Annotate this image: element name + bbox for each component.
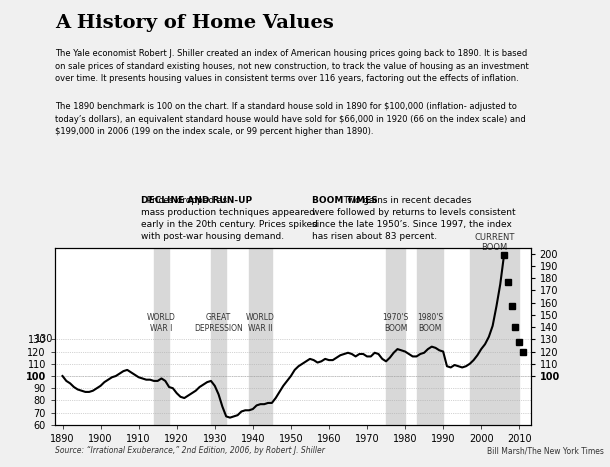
Bar [417, 248, 443, 425]
Bar [386, 248, 405, 425]
Bar [249, 248, 272, 425]
Text: Two gains in recent decades
were followed by returns to levels consistent
since : Two gains in recent decades were followe… [312, 196, 515, 241]
Text: DECLINE AND RUN-UP: DECLINE AND RUN-UP [140, 196, 252, 205]
Text: Prices dropped as
mass production techniques appeared
early in the 20th century.: Prices dropped as mass production techni… [141, 196, 318, 241]
Text: CURRENT
BOOM: CURRENT BOOM [475, 233, 515, 252]
Bar [211, 248, 226, 425]
Text: 1970'S
BOOM: 1970'S BOOM [382, 313, 409, 333]
Text: Source: “Irrational Exuberance,” 2nd Edition, 2006, by Robert J. Shiller: Source: “Irrational Exuberance,” 2nd Edi… [55, 446, 325, 455]
Text: GREAT
DEPRESSION: GREAT DEPRESSION [194, 313, 243, 333]
Text: BOOM TIMES: BOOM TIMES [312, 196, 378, 205]
Text: A History of Home Values: A History of Home Values [55, 14, 334, 32]
Text: WORLD
WAR II: WORLD WAR II [246, 313, 275, 333]
Text: Bill Marsh/The New York Times: Bill Marsh/The New York Times [487, 446, 604, 455]
Bar [470, 248, 519, 425]
Text: The Yale economist Robert J. Shiller created an index of American housing prices: The Yale economist Robert J. Shiller cre… [55, 50, 529, 83]
Text: 130: 130 [35, 334, 53, 344]
Text: WORLD
WAR I: WORLD WAR I [147, 313, 176, 333]
Bar [154, 248, 169, 425]
Text: The 1890 benchmark is 100 on the chart. If a standard house sold in 1890 for $10: The 1890 benchmark is 100 on the chart. … [55, 102, 526, 136]
Text: 1980'S
BOOM: 1980'S BOOM [417, 313, 443, 333]
